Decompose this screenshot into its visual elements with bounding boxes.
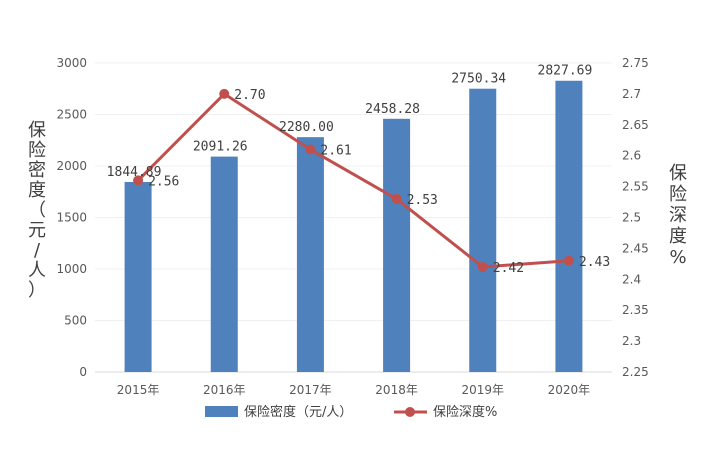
left-axis-tick-label: 500: [64, 314, 87, 328]
x-axis-tick-label: 2016年: [203, 383, 246, 397]
data-labels: 1844.89 2091.26 2280.00 2458.28 2750.34 2827.…: [107, 64, 611, 276]
right-axis-tick-label: 2.75: [622, 56, 649, 70]
right-axis-ticks: 2.25 2.3 2.35 2.4 2.45 2.5 2.55 2.6 2.65 2.7 2.75: [622, 56, 649, 379]
bar: [383, 118, 411, 373]
x-axis-tick-label: 2017年: [289, 383, 332, 397]
right-axis-title-char: 深: [669, 205, 687, 226]
left-axis-tick-label: 3000: [56, 56, 87, 70]
left-axis-title-char: 密: [28, 160, 46, 181]
line-series-insurance-depth: [133, 88, 574, 272]
left-axis-title-char: 度: [28, 180, 46, 201]
line-point: [305, 144, 316, 155]
right-axis-title-char: 度: [669, 226, 687, 247]
left-axis-title-char: /: [34, 240, 41, 261]
x-axis-tick-label: 2019年: [461, 383, 504, 397]
right-axis-tick-label: 2.5: [622, 211, 641, 225]
legend-swatch-bar: [205, 406, 238, 417]
left-axis-title: 保险密度（元/人）: [28, 120, 46, 301]
right-axis-tick-label: 2.6: [622, 149, 641, 163]
bar-value-label: 1844.89: [107, 165, 162, 180]
line-value-label: 2.53: [407, 193, 438, 208]
series-line: [137, 92, 570, 269]
line-point: [133, 175, 144, 186]
right-axis-tick-label: 2.65: [622, 118, 649, 132]
bar-value-label: 2750.34: [451, 72, 506, 87]
line-point: [219, 88, 230, 99]
right-axis-title-char: 保: [669, 163, 687, 184]
legend-label-line: 保险深度%: [433, 404, 497, 420]
right-axis-title: 保险深度%: [669, 163, 687, 268]
x-axis-ticks: 2015年 2016年 2017年 2018年 2019年 2020年: [117, 383, 590, 397]
line-value-label: 2.56: [148, 174, 179, 189]
bar-series-insurance-density: [124, 80, 583, 373]
right-axis-tick-label: 2.3: [622, 334, 641, 348]
bar-value-label: 2458.28: [365, 102, 420, 117]
right-axis-tick-label: 2.35: [622, 303, 649, 317]
left-axis-title-char: 保: [28, 120, 46, 141]
line-value-label: 2.70: [234, 88, 265, 103]
bar: [555, 80, 583, 373]
bar-value-label: 2827.69: [538, 64, 593, 79]
x-axis-tick-label: 2015年: [117, 383, 160, 397]
right-axis-tick-label: 2.7: [622, 87, 641, 101]
bar: [469, 88, 497, 373]
line-point: [477, 261, 488, 272]
line-point: [391, 193, 402, 204]
right-axis-tick-label: 2.45: [622, 241, 649, 255]
bar: [210, 156, 238, 372]
right-axis-title-char: %: [669, 247, 686, 268]
line-value-label: 2.61: [320, 144, 351, 159]
bar-value-label: 2091.26: [193, 140, 248, 155]
bar-value-label: 2280.00: [279, 120, 334, 135]
left-axis-ticks: 0 500 1000 1500 2000 2500 3000: [56, 56, 87, 379]
left-axis-tick-label: 0: [79, 365, 87, 379]
left-axis-title-char: 元: [28, 220, 46, 241]
legend-label-bar: 保险密度（元/人）: [244, 404, 352, 420]
gridlines: [95, 62, 612, 373]
left-axis-title-char: （: [28, 200, 46, 221]
bar: [296, 137, 324, 372]
x-axis-tick-label: 2018年: [375, 383, 418, 397]
right-axis-tick-label: 2.25: [622, 365, 649, 379]
line-value-label: 2.43: [579, 255, 610, 270]
legend: 保险密度（元/人） 保险深度%: [205, 404, 497, 420]
left-axis-tick-label: 2000: [56, 159, 87, 173]
right-axis-title-char: 险: [669, 184, 687, 205]
left-axis-title-char: ）: [28, 280, 46, 301]
left-axis-tick-label: 1000: [56, 262, 87, 276]
line-point: [563, 255, 574, 266]
legend-swatch-marker: [405, 407, 415, 417]
left-axis-title-char: 人: [28, 260, 46, 281]
left-axis-tick-label: 2500: [56, 108, 87, 122]
bar: [124, 181, 152, 372]
left-axis-title-char: 险: [28, 140, 46, 161]
left-axis-tick-label: 1500: [56, 211, 87, 225]
right-axis-tick-label: 2.55: [622, 180, 649, 194]
x-axis-tick-label: 2020年: [548, 383, 591, 397]
line-value-label: 2.42: [493, 261, 524, 276]
right-axis-tick-label: 2.4: [622, 272, 641, 286]
